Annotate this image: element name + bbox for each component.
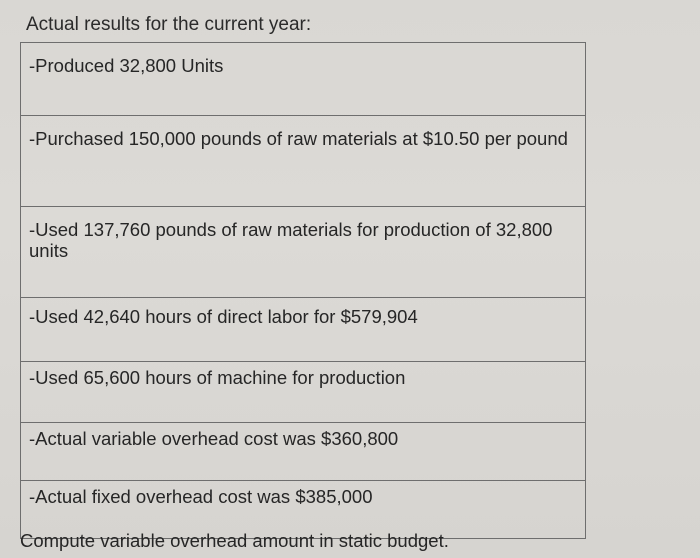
table-cell: -Actual fixed overhead cost was $385,000 xyxy=(20,480,586,539)
table-cell: -Produced 32,800 Units xyxy=(20,42,586,116)
table-row: -Purchased 150,000 pounds of raw materia… xyxy=(20,115,586,207)
table-cell: -Used 137,760 pounds of raw materials fo… xyxy=(20,206,586,298)
table-row: -Produced 32,800 Units xyxy=(20,42,586,116)
table-row: -Actual variable overhead cost was $360,… xyxy=(20,422,586,481)
actual-results-table: -Produced 32,800 Units -Purchased 150,00… xyxy=(20,42,586,539)
question-text: Compute variable overhead amount in stat… xyxy=(20,530,449,551)
section-heading: Actual results for the current year: xyxy=(26,14,312,35)
table-row: -Actual fixed overhead cost was $385,000 xyxy=(20,480,586,539)
table-row: -Used 42,640 hours of direct labor for $… xyxy=(20,297,586,362)
table-row: -Used 65,600 hours of machine for produc… xyxy=(20,361,586,423)
table-cell: -Used 65,600 hours of machine for produc… xyxy=(20,361,586,423)
table-cell: -Used 42,640 hours of direct labor for $… xyxy=(20,297,586,362)
table-cell: -Actual variable overhead cost was $360,… xyxy=(20,422,586,481)
table-row: -Used 137,760 pounds of raw materials fo… xyxy=(20,206,586,298)
table-cell: -Purchased 150,000 pounds of raw materia… xyxy=(20,115,586,207)
